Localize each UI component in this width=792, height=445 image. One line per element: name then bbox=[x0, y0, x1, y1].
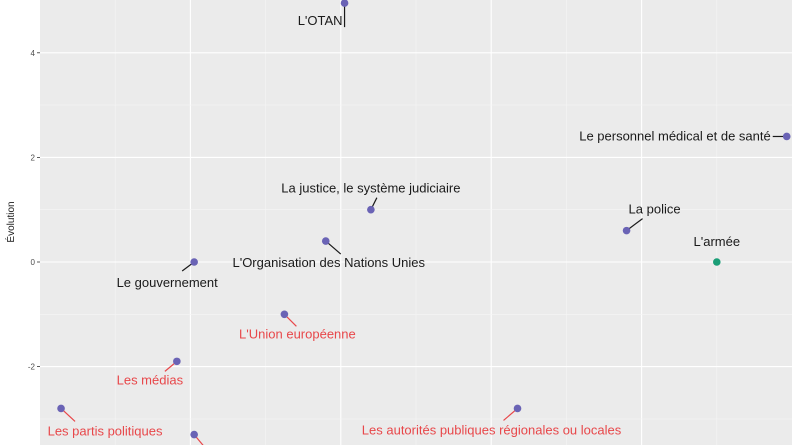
y-axis-label: Évolution bbox=[4, 201, 17, 242]
y-tick-label: 4 bbox=[31, 49, 36, 58]
data-point bbox=[513, 404, 522, 413]
point-label: Les partis politiques bbox=[48, 423, 163, 438]
point-label: La justice, le système judiciaire bbox=[281, 181, 460, 196]
plot-area: -2 0 2 4 L'OTAN Le personnel médical et de sa… bbox=[28, 0, 792, 445]
point-label: L'Organisation des Nations Unies bbox=[232, 255, 425, 270]
data-point bbox=[321, 237, 330, 245]
data-point bbox=[173, 357, 181, 366]
data-point bbox=[367, 205, 375, 214]
data-point bbox=[782, 132, 791, 141]
y-tick-label: -2 bbox=[28, 363, 36, 372]
data-point bbox=[622, 226, 631, 235]
point-label: L'Union européenne bbox=[239, 326, 356, 341]
point-label: L'OTAN bbox=[298, 13, 343, 28]
point-label: L'armée bbox=[694, 234, 741, 249]
point-label: Les autorités publiques régionales ou lo… bbox=[362, 422, 622, 437]
data-point bbox=[190, 258, 198, 266]
data-point bbox=[713, 258, 721, 266]
point-label: Le gouvernement bbox=[117, 275, 219, 290]
data-point bbox=[190, 430, 198, 439]
data-point bbox=[340, 0, 349, 7]
y-tick-label: 2 bbox=[31, 153, 36, 162]
data-point bbox=[57, 404, 65, 413]
point-label: Le personnel médical et de santé bbox=[579, 128, 771, 143]
y-tick-label: 0 bbox=[31, 258, 36, 267]
data-point bbox=[280, 310, 289, 319]
point-label: La police bbox=[629, 202, 681, 217]
point-label: Les médias bbox=[117, 372, 184, 387]
